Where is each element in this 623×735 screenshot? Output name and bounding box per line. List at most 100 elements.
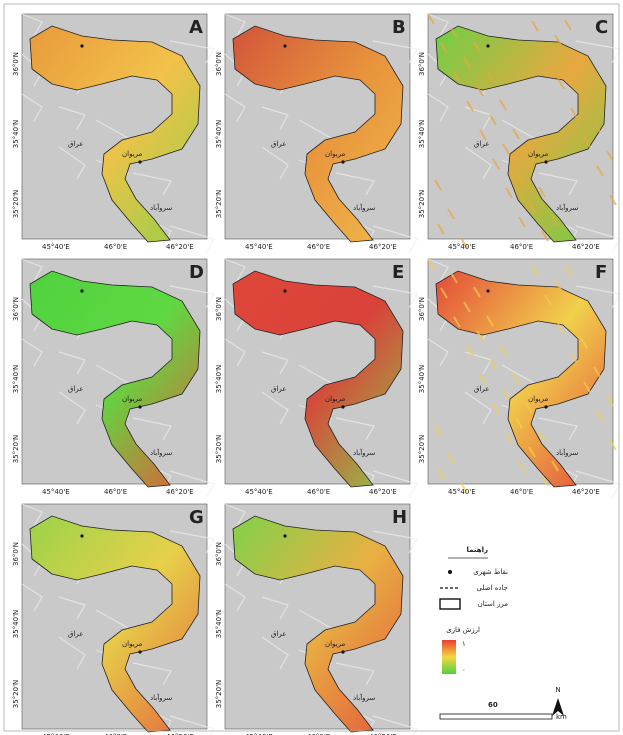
y-coordinate-label: 35°20'N <box>418 190 426 218</box>
place-label: سروآباد <box>353 693 375 702</box>
x-coordinate-label: 45°40'E <box>42 243 70 251</box>
place-label: عراق <box>474 385 489 393</box>
place-label: سروآباد <box>556 448 578 457</box>
y-coordinate-label: 35°20'N <box>215 435 223 463</box>
city-point <box>544 160 547 163</box>
x-coordinate-label: 46°0'E <box>104 488 127 496</box>
place-label: مریوان <box>122 640 143 648</box>
y-coordinate-label: 35°20'N <box>12 190 20 218</box>
place-label: عراق <box>271 385 286 393</box>
y-coordinate-label: 35°40'N <box>418 120 426 148</box>
y-coordinate-label: 36°0'N <box>12 297 20 321</box>
scale-label: 60 <box>488 701 498 709</box>
y-coordinate-label: 36°0'N <box>418 297 426 321</box>
figure: A عراق مریوان سروآباد 45°40'E 46°0'E 46°20'E 36… <box>0 0 623 735</box>
x-coordinate-label: 45°40'E <box>245 488 273 496</box>
place-label: سروآباد <box>150 203 172 212</box>
y-coordinate-label: 35°20'N <box>12 435 20 463</box>
place-label: مریوان <box>122 150 143 158</box>
place-label: عراق <box>271 140 286 148</box>
x-coordinate-label: 46°0'E <box>104 243 127 251</box>
panel-letter: D <box>189 262 204 283</box>
city-point <box>341 405 344 408</box>
city-point <box>283 44 286 47</box>
place-label: عراق <box>68 630 83 638</box>
panel-letter: B <box>392 17 406 38</box>
city-point <box>138 650 141 653</box>
map-panel: Dعراقمریوانسروآباد45°40'E46°0'E46°20'E36… <box>12 259 214 498</box>
city-point <box>80 44 83 47</box>
north-label: N <box>555 686 560 694</box>
y-coordinate-label: 35°20'N <box>418 435 426 463</box>
city-point <box>80 289 83 292</box>
place-label: سروآباد <box>556 203 578 212</box>
y-coordinate-label: 36°0'N <box>215 52 223 76</box>
scale-bar <box>440 714 552 719</box>
y-coordinate-label: 35°20'N <box>215 190 223 218</box>
city-point <box>486 289 489 292</box>
x-coordinate-label: 46°20'E <box>166 488 194 496</box>
fuzzy-title: ارزش فازی <box>446 626 480 634</box>
x-coordinate-label: 45°40'E <box>42 488 70 496</box>
y-coordinate-label: 35°40'N <box>418 365 426 393</box>
x-coordinate-label: 46°0'E <box>307 243 330 251</box>
y-coordinate-label: 36°0'N <box>215 297 223 321</box>
y-coordinate-label: 35°40'N <box>215 120 223 148</box>
panel-letter: C <box>595 17 608 38</box>
panel-letter: G <box>189 507 204 528</box>
scale-unit: km <box>556 713 567 721</box>
panel-letter: F <box>595 262 607 283</box>
city-point <box>544 405 547 408</box>
place-label: سروآباد <box>353 203 375 212</box>
legend-label: نقاط شهری <box>473 568 508 576</box>
y-coordinate-label: 35°40'N <box>12 365 20 393</box>
legend-symbol <box>448 570 452 574</box>
y-coordinate-label: 35°20'N <box>215 680 223 708</box>
city-point <box>283 289 286 292</box>
place-label: مریوان <box>325 150 346 158</box>
y-coordinate-label: 36°0'N <box>418 52 426 76</box>
y-coordinate-label: 36°0'N <box>12 52 20 76</box>
x-coordinate-label: 46°20'E <box>369 243 397 251</box>
city-point <box>138 160 141 163</box>
x-coordinate-label: 45°40'E <box>245 243 273 251</box>
map-panel: Fعراقمریوانسروآباد45°40'E46°0'E46°20'E36… <box>418 259 620 498</box>
y-coordinate-label: 36°0'N <box>215 542 223 566</box>
x-coordinate-label: 46°20'E <box>369 488 397 496</box>
place-label: مریوان <box>325 640 346 648</box>
map-panel: B عراق مریوان سروآباد 45°40'E 46°0'E 46°20'E 36… <box>215 14 417 253</box>
panel-letter: A <box>189 17 203 38</box>
fuzzy-high: ۱ <box>462 640 466 648</box>
place-label: عراق <box>68 385 83 393</box>
place-label: عراق <box>68 140 83 148</box>
city-point <box>486 44 489 47</box>
legend-label: مرز استان <box>478 600 509 608</box>
y-coordinate-label: 35°40'N <box>12 120 20 148</box>
city-point <box>283 534 286 537</box>
y-coordinate-label: 36°0'N <box>12 542 20 566</box>
place-label: مریوان <box>325 395 346 403</box>
legend-label: جاده اصلی <box>476 584 508 592</box>
fuzzy-ramp <box>442 640 456 674</box>
y-coordinate-label: 35°40'N <box>215 610 223 638</box>
place-label: سروآباد <box>150 448 172 457</box>
y-coordinate-label: 35°40'N <box>12 610 20 638</box>
x-coordinate-label: 45°40'E <box>448 488 476 496</box>
fuzzy-low: ۰ <box>462 666 466 674</box>
y-coordinate-label: 35°40'N <box>215 365 223 393</box>
panel-letter: H <box>392 507 407 528</box>
y-coordinate-label: 35°20'N <box>12 680 20 708</box>
place-label: عراق <box>474 140 489 148</box>
map-panel: Gعراقمریوانسروآباد45°40'E46°0'E46°20'E36… <box>12 504 214 735</box>
place-label: عراق <box>271 630 286 638</box>
place-label: مریوان <box>528 395 549 403</box>
x-coordinate-label: 46°0'E <box>510 243 533 251</box>
city-point <box>80 534 83 537</box>
place-label: سروآباد <box>353 448 375 457</box>
x-coordinate-label: 46°0'E <box>510 488 533 496</box>
panel-letter: E <box>392 262 404 283</box>
place-label: سروآباد <box>150 693 172 702</box>
